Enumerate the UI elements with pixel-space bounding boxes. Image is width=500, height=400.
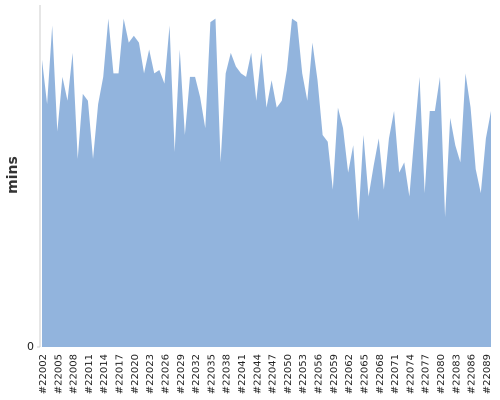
x-tick-label: #22044 xyxy=(252,354,263,394)
x-tick-label: #22077 xyxy=(421,354,432,394)
x-tick-label: #22083 xyxy=(451,354,462,394)
x-tick-label: #22017 xyxy=(115,354,126,394)
x-tick-label: #22023 xyxy=(145,354,156,394)
x-tick-label: #22074 xyxy=(405,354,416,394)
x-tick-label: #22011 xyxy=(84,354,95,394)
x-tick-label: #22002 xyxy=(38,354,49,394)
x-tick-label: #22014 xyxy=(99,354,110,394)
x-tick-label: #22065 xyxy=(359,354,370,394)
x-tick-label: #22020 xyxy=(130,354,141,394)
area xyxy=(42,18,491,348)
x-tick-label: #22050 xyxy=(283,354,294,394)
x-tick-label: #22071 xyxy=(390,354,401,394)
x-tick-label: #22056 xyxy=(314,354,325,394)
x-tick-label: #22059 xyxy=(329,354,340,394)
x-tick-label: #22026 xyxy=(160,354,171,394)
x-tick-label: #22005 xyxy=(53,354,64,394)
x-tick-label: #22041 xyxy=(237,354,248,394)
x-tick-label: #22053 xyxy=(298,354,309,394)
x-tick-label: #22062 xyxy=(344,354,355,394)
x-tick-label: #22038 xyxy=(222,354,233,394)
x-tick-label: #22008 xyxy=(69,354,80,394)
x-tick-label: #22029 xyxy=(176,354,187,394)
x-tick-label: #22068 xyxy=(375,354,386,394)
x-tick-label: #22047 xyxy=(268,354,279,394)
x-tick-label: #22086 xyxy=(467,354,478,394)
x-tick-label: #22035 xyxy=(206,354,217,394)
x-tick-label: #22080 xyxy=(436,354,447,394)
y-axis-title: mins xyxy=(5,156,21,194)
x-tick-label: #22032 xyxy=(191,354,202,394)
y-tick-label: 0 xyxy=(27,340,34,353)
x-tick-label: #22089 xyxy=(482,354,493,394)
